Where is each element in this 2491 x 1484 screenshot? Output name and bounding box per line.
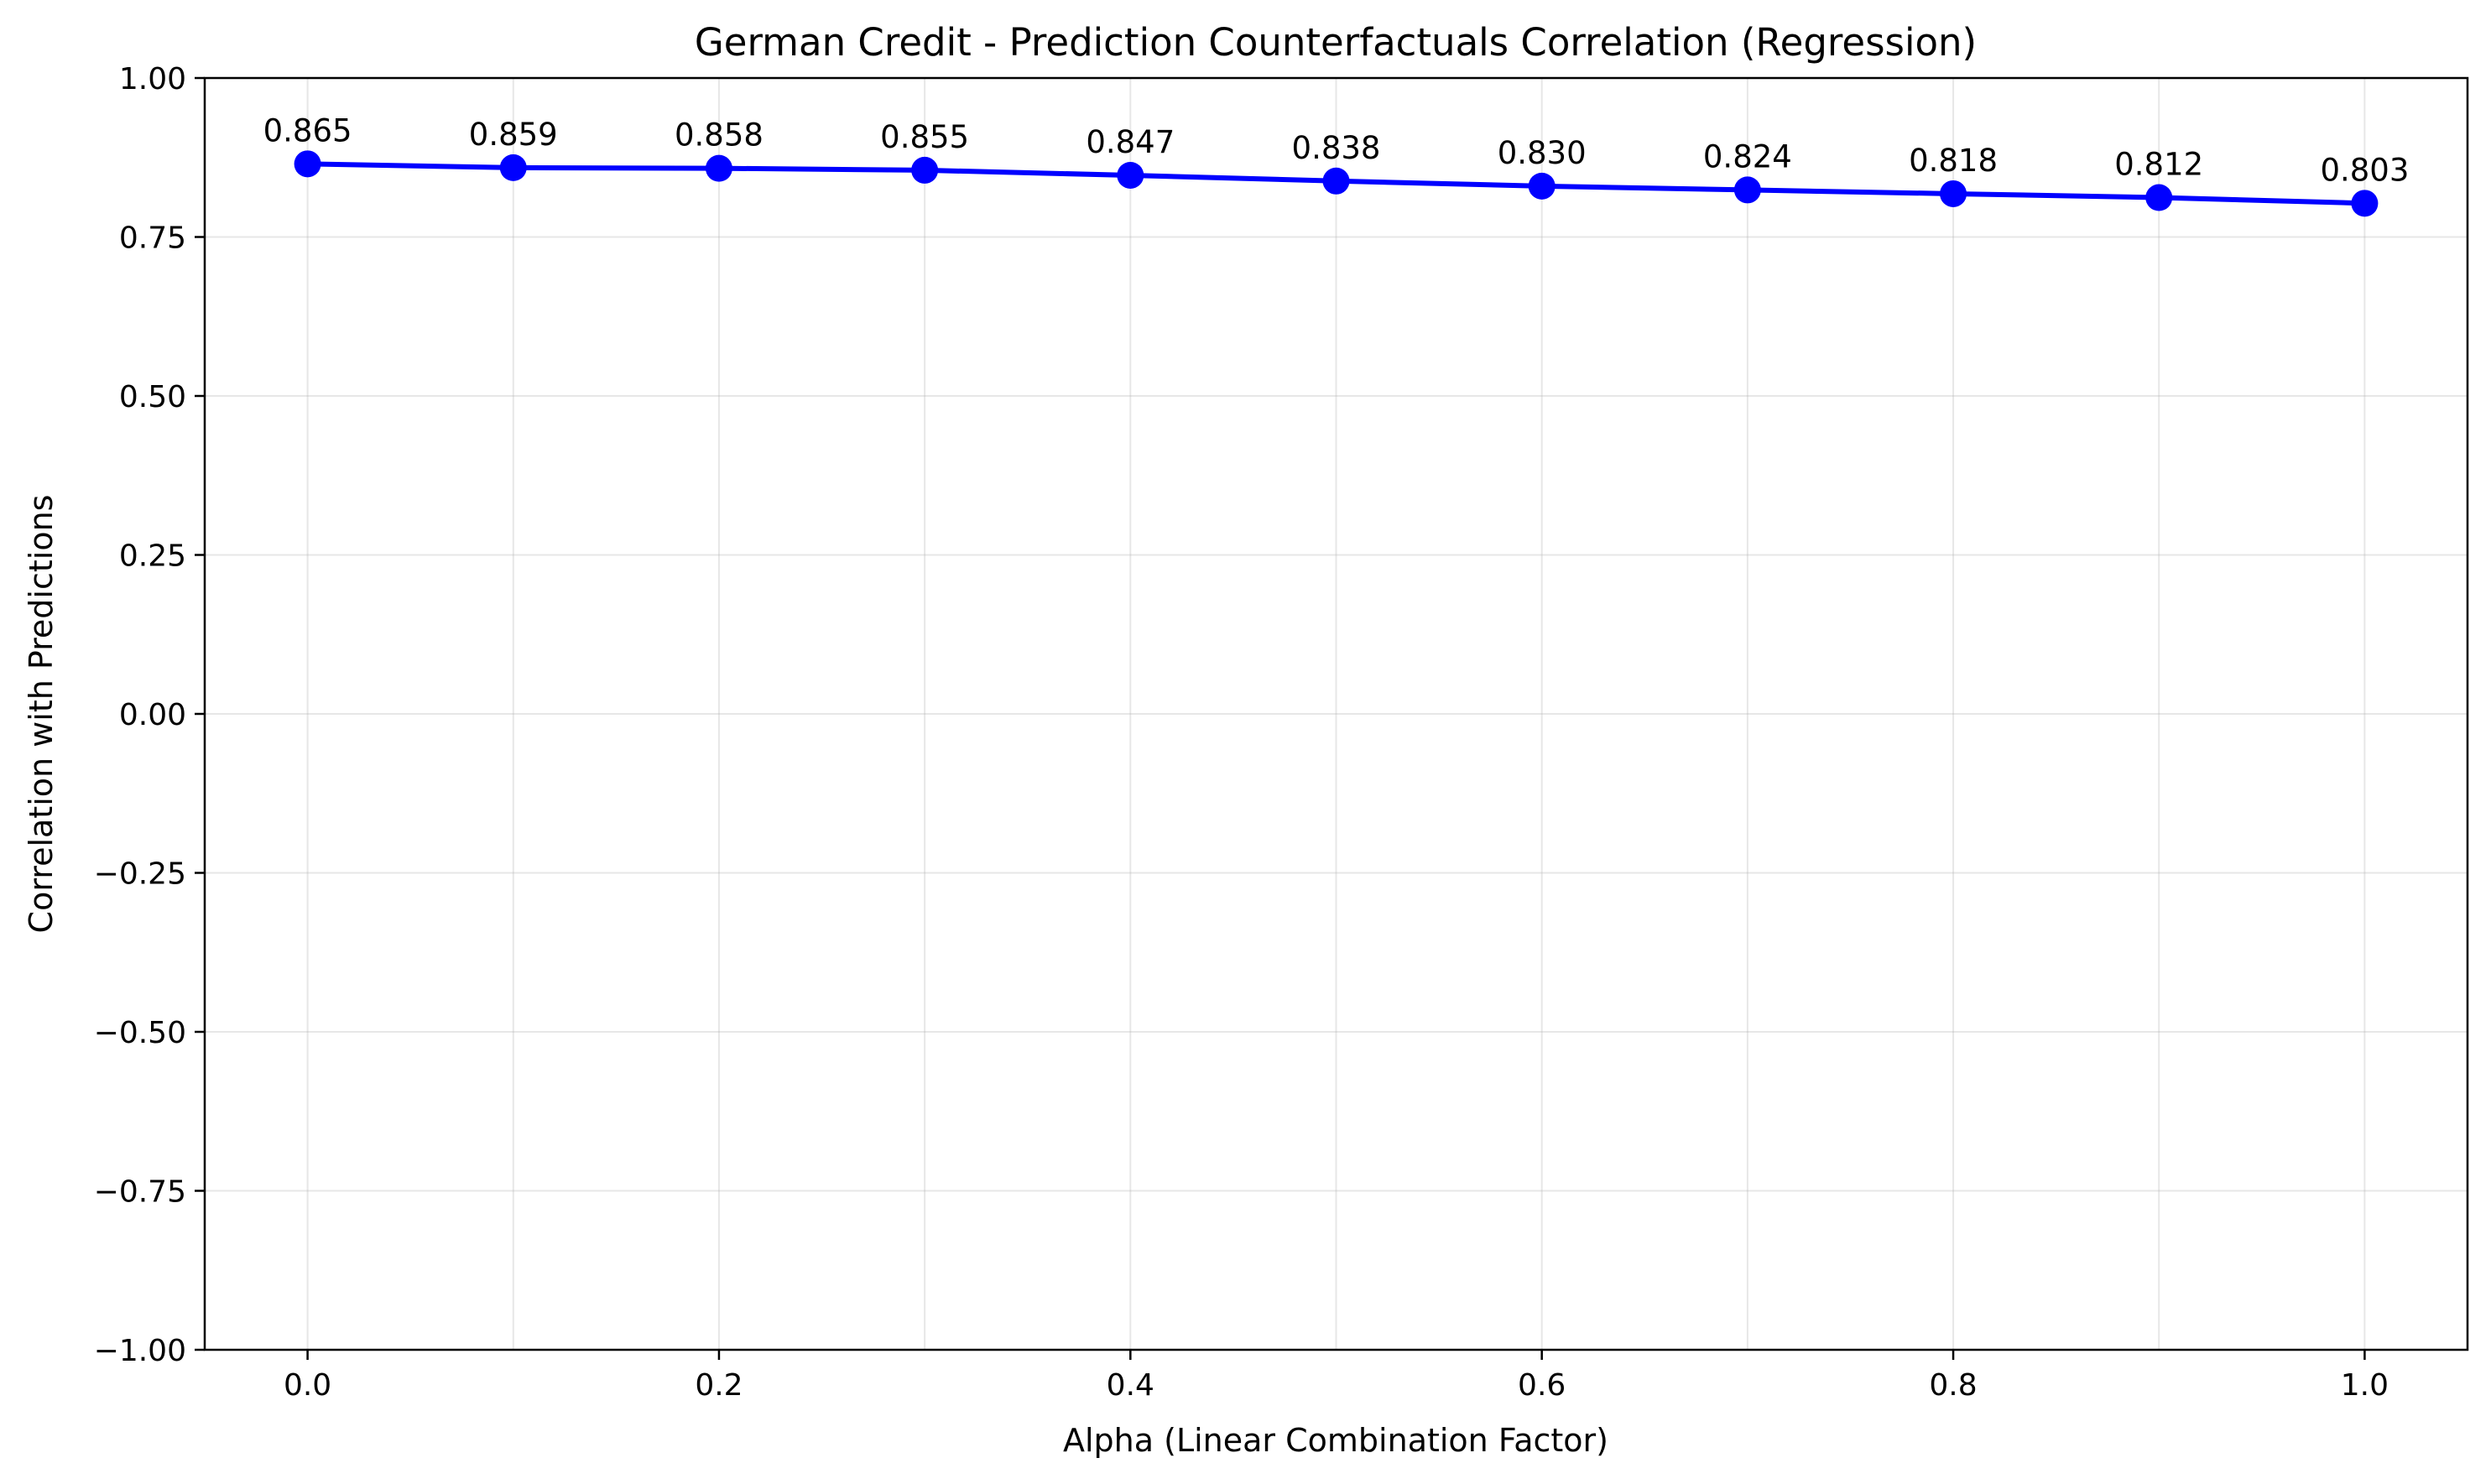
y-tick-label: 1.00 — [119, 62, 186, 96]
data-label: 0.830 — [1498, 135, 1587, 171]
data-label: 0.824 — [1703, 138, 1792, 174]
data-label: 0.865 — [263, 112, 352, 148]
data-label: 0.855 — [880, 119, 969, 155]
data-labels: 0.865 0.859 0.858 0.855 0.847 0.838 0.830 0.824… — [263, 112, 2410, 188]
data-label: 0.838 — [1292, 130, 1381, 166]
data-label: 0.858 — [675, 117, 763, 154]
x-tick-label: 1.0 — [2341, 1368, 2389, 1403]
data-point — [911, 156, 939, 184]
x-tick-label: 0.0 — [284, 1368, 331, 1403]
data-point — [1940, 180, 1967, 207]
data-point — [499, 154, 527, 181]
y-tick-label: −0.75 — [94, 1175, 186, 1210]
data-label: 0.812 — [2114, 147, 2203, 183]
data-point — [1322, 167, 1350, 195]
data-point — [2145, 184, 2173, 211]
data-point — [705, 154, 732, 182]
y-tick-label: −1.00 — [94, 1334, 186, 1368]
data-label: 0.847 — [1086, 124, 1175, 160]
axis-ticks: 0.0 0.2 0.4 0.6 0.8 1.0 −1.00 −0.75 −0.50 −0.25 0.… — [94, 62, 2389, 1403]
data-point — [2351, 190, 2379, 217]
series-layer — [294, 150, 2379, 217]
y-tick-label: 0.75 — [119, 221, 186, 256]
y-tick-label: −0.50 — [94, 1016, 186, 1050]
data-point — [294, 150, 321, 178]
data-point — [1528, 172, 1556, 200]
data-label: 0.818 — [1909, 143, 1998, 179]
y-tick-label: 0.50 — [119, 380, 186, 414]
data-point — [1117, 161, 1144, 189]
y-axis-label: Correlation with Predictions — [23, 495, 60, 934]
y-tick-label: −0.25 — [94, 857, 186, 892]
x-tick-label: 0.6 — [1518, 1368, 1566, 1403]
x-axis-label: Alpha (Linear Combination Factor) — [1063, 1422, 1608, 1459]
x-tick-label: 0.8 — [1929, 1368, 1977, 1403]
chart-title: German Credit - Prediction Counterfactua… — [695, 20, 1977, 65]
y-tick-label: 0.25 — [119, 539, 186, 574]
x-tick-label: 0.2 — [695, 1368, 743, 1403]
data-label: 0.803 — [2320, 152, 2409, 188]
y-tick-label: 0.00 — [119, 698, 186, 732]
data-point — [1733, 176, 1761, 204]
x-tick-label: 0.4 — [1107, 1368, 1154, 1403]
data-label: 0.859 — [469, 117, 558, 153]
